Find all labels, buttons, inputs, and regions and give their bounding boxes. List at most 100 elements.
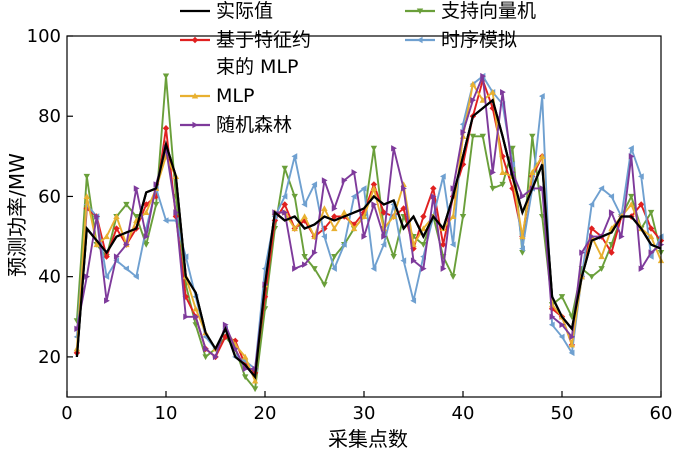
data-point [143,209,150,216]
axes: 0 10 20 30 40 50 60 20 40 60 80 100 [27,26,673,424]
x-tick-label: 50 [551,403,574,424]
data-point [400,257,407,264]
data-point [628,201,635,208]
data-point [133,273,139,280]
data-point [559,321,566,328]
y-axis-title: 预测功率/MW [5,153,29,277]
data-point [569,333,576,341]
data-point [331,205,338,212]
data-point [361,233,368,240]
data-point [113,225,120,232]
y-tick-label: 40 [38,267,61,288]
data-point [143,201,150,208]
x-tick-label: 40 [452,403,475,424]
data-point [598,185,605,192]
data-point [579,249,585,256]
data-point [222,321,229,328]
data-point [321,233,327,240]
data-point [499,181,506,188]
legend-marker [191,92,199,99]
data-point [133,213,140,220]
data-point [94,213,100,220]
data-point [162,73,170,80]
data-point [449,274,457,280]
data-point [370,185,378,191]
data-point [479,96,486,103]
data-point [440,173,446,180]
data-point [598,253,605,260]
data-point [93,241,100,248]
data-point [350,193,357,200]
data-point [529,169,536,175]
data-point [500,88,506,96]
data-point [558,294,566,300]
data-point [539,153,546,159]
data-point [509,145,516,152]
data-point [311,249,318,256]
data-point [588,274,595,280]
data-point [331,213,338,220]
data-point [292,265,298,272]
series-line-top [75,98,662,380]
data-point [370,181,378,188]
data-point [469,133,477,140]
legend-marker [416,8,424,15]
data-point [104,297,110,304]
data-point [123,241,130,248]
data-point [370,145,378,152]
data-point [598,266,605,272]
data-point [143,233,150,240]
data-point [282,209,288,216]
data-point [202,354,209,361]
data-point [331,225,338,232]
data-point [152,201,160,208]
data-point [568,341,576,348]
data-point [548,321,555,328]
data-point [331,265,337,272]
data-point [608,209,615,216]
data-point [410,297,417,304]
data-point [420,265,427,272]
data-point [489,88,496,95]
data-point [183,313,189,320]
data-point [628,145,634,152]
x-tick-label: 0 [61,403,72,424]
x-axis-title: 采集点数 [328,427,408,451]
data-point [321,205,328,212]
data-point [470,96,477,104]
data-point [391,145,397,152]
data-point [83,193,90,200]
data-point [628,153,635,160]
data-point [302,261,308,268]
data-point [647,253,654,260]
legend-label: 时序模拟 [441,29,517,51]
legend-label: 实际值 [216,0,273,22]
data-point [648,249,655,256]
data-point [351,169,358,176]
data-point [242,374,249,381]
data-point [182,253,189,260]
data-point [360,213,368,220]
data-point [588,225,595,232]
data-point [341,177,348,184]
data-point [113,213,120,220]
data-point [420,213,427,220]
data-point [321,177,328,184]
data-point [370,265,377,272]
data-point [84,273,90,280]
data-point [103,273,110,280]
data-point [440,241,447,248]
data-point [242,365,249,373]
data-point [410,257,417,264]
data-point [450,185,457,192]
data-point [360,209,368,216]
data-point [558,333,565,341]
data-point [479,133,486,140]
data-point [133,185,140,192]
data-point [301,201,308,208]
data-point [193,313,199,320]
data-point [251,386,259,393]
data-point [519,250,526,256]
data-point [103,233,110,240]
